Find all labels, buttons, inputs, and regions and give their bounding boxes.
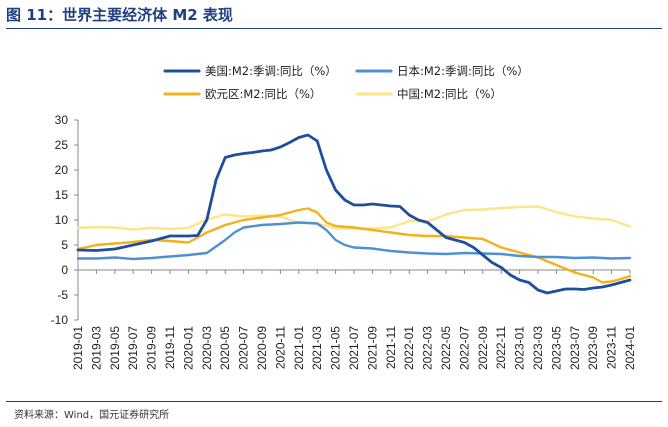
x-tick-label: 2019-05 (108, 326, 122, 370)
x-tick-label: 2022-01 (402, 326, 416, 370)
line-chart: -10 -5 0 5 10 15 20 25 30 2019-01 2019-03 2019-05 20… (0, 0, 668, 400)
x-tick-label: 2023-07 (568, 326, 582, 370)
x-tick-label: 2020-03 (200, 326, 214, 370)
y-tick-label: -10 (51, 313, 69, 327)
x-tick-label: 2023-03 (531, 326, 545, 370)
x-tick-label: 2020-09 (255, 326, 269, 370)
legend-label: 美国:M2:季调:同比（%） (205, 64, 337, 78)
x-tick-label: 2019-11 (163, 326, 177, 369)
x-tick-label: 2019-09 (145, 326, 159, 370)
x-tick-label: 2020-11 (273, 326, 287, 369)
x-tick-label: 2022-05 (439, 326, 453, 370)
x-tick-label: 2021-03 (310, 326, 324, 370)
x-tick-label: 2021-01 (292, 326, 306, 370)
legend-label: 中国:M2:同比（%） (397, 87, 502, 101)
x-tick-label: 2021-07 (347, 326, 361, 370)
source-divider (6, 401, 662, 402)
x-tick-label: 2020-07 (237, 326, 251, 370)
legend-label: 欧元区:M2:同比（%） (205, 87, 321, 101)
y-tick-label: 5 (61, 238, 68, 252)
y-tick-label: 15 (55, 188, 69, 202)
y-tick-label: 25 (55, 138, 69, 152)
x-tick-label: 2019-01 (71, 326, 85, 370)
legend-label: 日本:M2:季调:同比（%） (397, 64, 529, 78)
x-tick-label: 2020-01 (181, 326, 195, 370)
x-tick-label: 2021-11 (384, 326, 398, 369)
y-tick-label: 20 (55, 163, 69, 177)
source-note: 资料来源：Wind，国元证券研究所 (14, 406, 169, 421)
x-tick-label: 2022-09 (476, 326, 490, 370)
x-tick-label: 2022-11 (494, 326, 508, 369)
x-tick-label: 2024-01 (623, 326, 637, 370)
x-tick-label: 2023-01 (513, 326, 527, 370)
x-tick-label: 2020-05 (218, 326, 232, 370)
x-tick-label: 2019-07 (126, 326, 140, 370)
y-tick-label: 0 (61, 263, 68, 277)
x-tick-label: 2022-03 (421, 326, 435, 370)
y-tick-label: 30 (55, 113, 69, 127)
x-tick-label: 2023-05 (549, 326, 563, 370)
series-line (78, 207, 630, 230)
x-tick-label: 2021-09 (365, 326, 379, 370)
x-tick-label: 2022-07 (457, 326, 471, 370)
x-tick-label: 2023-11 (605, 326, 619, 369)
x-tick-label: 2019-03 (89, 326, 103, 370)
y-tick-label: -5 (57, 288, 68, 302)
y-tick-label: 10 (55, 213, 69, 227)
x-tick-label: 2023-09 (586, 326, 600, 370)
x-tick-label: 2021-05 (329, 326, 343, 370)
series-line (78, 135, 630, 293)
